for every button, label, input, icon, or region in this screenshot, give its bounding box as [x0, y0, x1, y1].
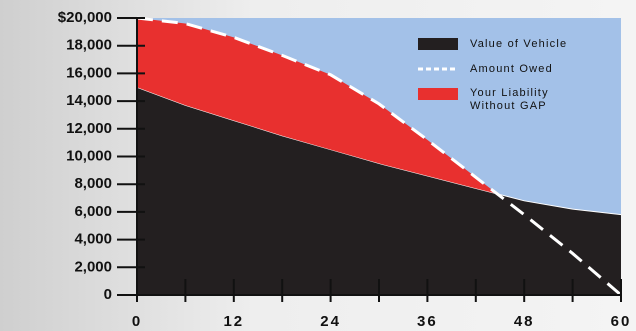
legend-swatch	[418, 38, 458, 50]
x-tick-label: 60	[611, 313, 632, 330]
legend-label: Your Liability Without GAP	[470, 87, 549, 112]
x-tick-label: 0	[132, 313, 142, 330]
x-tick-label: 36	[417, 313, 438, 330]
y-tick-label: 2,000	[74, 258, 112, 275]
legend-label: Value of Vehicle	[470, 38, 568, 50]
amount-owed-line	[136, 16, 622, 297]
y-tick-label: 16,000	[66, 64, 112, 81]
y-tick-label: $20,000	[58, 9, 112, 26]
liability-area	[137, 18, 498, 194]
vehicle-value-area	[137, 87, 621, 295]
legend-swatch	[418, 88, 458, 100]
x-tick-label: 48	[514, 313, 535, 330]
legend-label: Amount Owed	[470, 63, 553, 75]
y-tick-label: 8,000	[74, 175, 112, 192]
y-tick-label: 4,000	[74, 231, 112, 248]
y-tick-label: 12,000	[66, 120, 112, 137]
x-tick-label: 24	[320, 313, 341, 330]
y-tick-label: 10,000	[66, 147, 112, 164]
y-tick-label: 0	[104, 286, 112, 303]
x-tick-label: 12	[223, 313, 244, 330]
y-tick-label: 6,000	[74, 203, 112, 220]
y-tick-label: 18,000	[66, 37, 112, 54]
y-tick-label: 14,000	[66, 92, 112, 109]
